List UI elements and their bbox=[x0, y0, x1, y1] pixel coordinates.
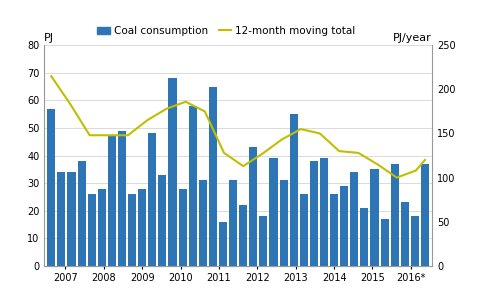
Bar bbox=[391, 164, 399, 266]
Bar bbox=[270, 158, 277, 266]
Bar bbox=[381, 219, 389, 266]
Bar bbox=[330, 194, 338, 266]
Bar bbox=[179, 188, 187, 266]
Bar bbox=[57, 172, 65, 266]
Bar bbox=[401, 202, 409, 266]
Bar bbox=[360, 208, 368, 266]
Text: PJ/year: PJ/year bbox=[393, 33, 432, 43]
Bar bbox=[310, 161, 318, 266]
Bar bbox=[199, 180, 207, 266]
Legend: Coal consumption, 12-month moving total: Coal consumption, 12-month moving total bbox=[93, 22, 360, 40]
Bar bbox=[350, 172, 358, 266]
Bar bbox=[108, 136, 116, 266]
Bar bbox=[239, 205, 247, 266]
Bar bbox=[209, 87, 217, 266]
Bar bbox=[279, 180, 288, 266]
Bar bbox=[229, 180, 237, 266]
Bar bbox=[98, 188, 106, 266]
Bar bbox=[158, 175, 166, 266]
Bar bbox=[87, 194, 96, 266]
Bar bbox=[118, 131, 126, 266]
Bar bbox=[219, 222, 227, 266]
Bar bbox=[78, 161, 85, 266]
Bar bbox=[168, 78, 177, 266]
Bar bbox=[138, 188, 146, 266]
Bar bbox=[259, 216, 268, 266]
Bar bbox=[371, 169, 379, 266]
Bar bbox=[300, 194, 308, 266]
Bar bbox=[340, 186, 348, 266]
Bar bbox=[128, 194, 136, 266]
Bar bbox=[411, 216, 419, 266]
Text: PJ: PJ bbox=[44, 33, 54, 43]
Bar bbox=[290, 114, 298, 266]
Bar bbox=[189, 106, 197, 266]
Bar bbox=[421, 164, 429, 266]
Bar bbox=[320, 158, 328, 266]
Bar bbox=[47, 109, 55, 266]
Bar bbox=[249, 147, 257, 266]
Bar bbox=[67, 172, 76, 266]
Bar bbox=[148, 133, 156, 266]
